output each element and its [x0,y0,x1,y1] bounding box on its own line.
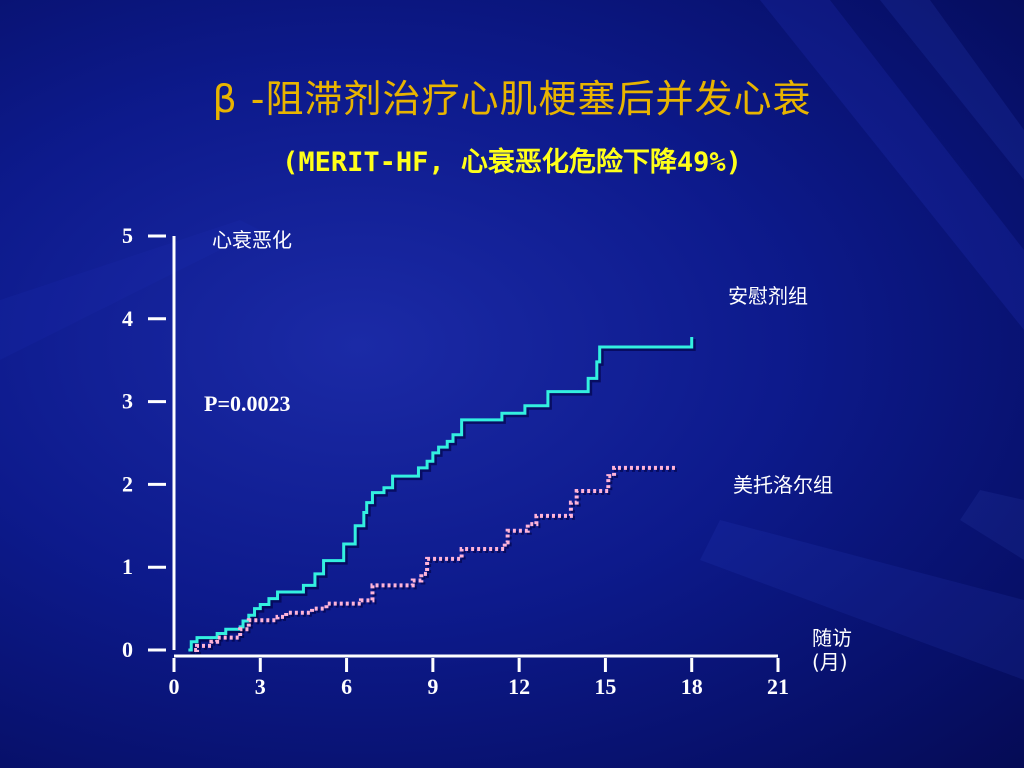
y-tick-label: 5 [122,223,133,248]
legend-placebo: 安慰剂组 [728,284,808,308]
series-shadow [190,339,696,654]
series-shadow [196,467,680,654]
series-line-placebo [188,337,694,652]
x-tick-label: 0 [169,674,180,699]
chart-subtitle: (MERIT-HF, 心衰恶化危险下降49%) [282,147,742,178]
y-tick-label: 1 [122,554,133,579]
x-tick-label: 12 [508,674,530,699]
y-tick-label: 3 [122,389,133,414]
x-tick-label: 15 [594,674,616,699]
y-tick-label: 0 [122,637,133,662]
y-tick-label: 4 [122,306,133,331]
legend-metoprolol: 美托洛尔组 [733,473,833,497]
p-value-annotation: P=0.0023 [204,391,290,416]
x-tick-label: 3 [255,674,266,699]
x-tick-label: 9 [427,674,438,699]
x-axis-label: 随访(月) [812,626,852,674]
y-axis-label: 心衰恶化 [212,228,292,252]
y-tick-label: 2 [122,471,133,496]
series-line-metoprolol [194,465,678,652]
x-axis-label-line1: 随访 [812,626,852,650]
x-axis-label-line2: (月) [812,650,848,674]
x-tick-label: 21 [767,674,789,699]
chart-title: β -阻滞剂治疗心肌梗塞后并发心衰 [212,77,812,121]
x-tick-label: 18 [681,674,703,699]
x-tick-label: 6 [341,674,352,699]
